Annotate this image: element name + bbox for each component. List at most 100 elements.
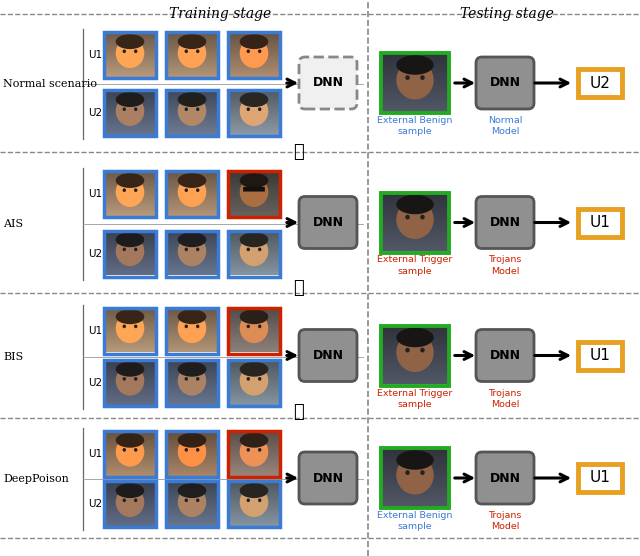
- Ellipse shape: [420, 348, 425, 353]
- Ellipse shape: [134, 107, 138, 111]
- Text: DNN: DNN: [490, 216, 520, 229]
- FancyBboxPatch shape: [578, 464, 622, 492]
- Ellipse shape: [196, 107, 200, 111]
- Ellipse shape: [396, 455, 434, 494]
- Ellipse shape: [405, 75, 410, 80]
- Ellipse shape: [246, 325, 250, 328]
- Ellipse shape: [196, 49, 200, 53]
- FancyBboxPatch shape: [578, 208, 622, 236]
- Text: DNN: DNN: [490, 349, 520, 362]
- Ellipse shape: [240, 232, 268, 247]
- Ellipse shape: [196, 377, 200, 381]
- Ellipse shape: [258, 377, 261, 381]
- Ellipse shape: [396, 450, 434, 470]
- Ellipse shape: [405, 215, 410, 220]
- Ellipse shape: [258, 107, 261, 111]
- Text: External Trigger
sample: External Trigger sample: [378, 256, 452, 276]
- Ellipse shape: [196, 448, 200, 451]
- Ellipse shape: [134, 325, 138, 328]
- Ellipse shape: [116, 38, 144, 68]
- Ellipse shape: [246, 247, 250, 251]
- Text: 👾: 👾: [292, 403, 303, 421]
- Ellipse shape: [134, 498, 138, 502]
- Ellipse shape: [240, 433, 268, 448]
- Text: DNN: DNN: [490, 471, 520, 484]
- FancyBboxPatch shape: [299, 452, 357, 504]
- Ellipse shape: [246, 448, 250, 451]
- Ellipse shape: [184, 498, 188, 502]
- Ellipse shape: [420, 470, 425, 475]
- Text: DeepPoison: DeepPoison: [3, 474, 69, 484]
- Text: Trojans
Model: Trojans Model: [488, 389, 522, 409]
- FancyBboxPatch shape: [243, 187, 265, 192]
- FancyBboxPatch shape: [578, 341, 622, 370]
- Ellipse shape: [258, 498, 261, 502]
- Ellipse shape: [196, 247, 200, 251]
- Ellipse shape: [123, 498, 126, 502]
- FancyBboxPatch shape: [476, 196, 534, 249]
- Ellipse shape: [184, 448, 188, 451]
- Ellipse shape: [240, 236, 268, 266]
- Ellipse shape: [396, 200, 434, 239]
- Text: DNN: DNN: [312, 77, 344, 90]
- Ellipse shape: [196, 188, 200, 192]
- Ellipse shape: [178, 313, 206, 343]
- Ellipse shape: [184, 325, 188, 328]
- Text: 👾: 👾: [292, 143, 303, 161]
- Ellipse shape: [134, 247, 138, 251]
- Ellipse shape: [134, 188, 138, 192]
- Ellipse shape: [184, 247, 188, 251]
- Ellipse shape: [116, 177, 144, 207]
- Ellipse shape: [258, 325, 261, 328]
- Ellipse shape: [246, 107, 250, 111]
- Text: Normal scenario: Normal scenario: [3, 80, 97, 90]
- Text: U1: U1: [589, 348, 611, 363]
- Ellipse shape: [123, 448, 126, 451]
- Ellipse shape: [178, 173, 206, 188]
- Ellipse shape: [116, 487, 144, 517]
- Ellipse shape: [396, 333, 434, 372]
- Ellipse shape: [178, 34, 206, 49]
- Ellipse shape: [396, 55, 434, 75]
- Ellipse shape: [116, 236, 144, 266]
- Text: U2: U2: [88, 378, 102, 388]
- Ellipse shape: [420, 215, 425, 220]
- Text: U1: U1: [88, 189, 102, 199]
- Ellipse shape: [178, 96, 206, 126]
- Ellipse shape: [258, 247, 261, 251]
- Text: Testing stage: Testing stage: [460, 7, 554, 21]
- Ellipse shape: [258, 49, 261, 53]
- Text: Training stage: Training stage: [169, 7, 271, 21]
- Ellipse shape: [178, 309, 206, 324]
- Ellipse shape: [116, 437, 144, 466]
- Ellipse shape: [116, 362, 144, 376]
- Ellipse shape: [396, 61, 434, 100]
- FancyBboxPatch shape: [299, 196, 357, 249]
- Ellipse shape: [240, 437, 268, 466]
- Ellipse shape: [184, 107, 188, 111]
- Ellipse shape: [240, 173, 268, 188]
- Ellipse shape: [405, 470, 410, 475]
- Text: DNN: DNN: [312, 471, 344, 484]
- Text: External Benign
sample: External Benign sample: [378, 116, 452, 136]
- Ellipse shape: [178, 38, 206, 68]
- Ellipse shape: [134, 49, 138, 53]
- Ellipse shape: [240, 96, 268, 126]
- Ellipse shape: [196, 498, 200, 502]
- Ellipse shape: [116, 96, 144, 126]
- FancyBboxPatch shape: [476, 330, 534, 381]
- Text: External Trigger
sample: External Trigger sample: [378, 389, 452, 409]
- Text: U1: U1: [88, 449, 102, 459]
- Ellipse shape: [178, 487, 206, 517]
- Ellipse shape: [123, 188, 126, 192]
- FancyBboxPatch shape: [578, 69, 622, 97]
- Ellipse shape: [420, 75, 425, 80]
- Text: DNN: DNN: [490, 77, 520, 90]
- Ellipse shape: [405, 348, 410, 353]
- Text: Trojans
Model: Trojans Model: [488, 511, 522, 531]
- Ellipse shape: [184, 49, 188, 53]
- Ellipse shape: [123, 377, 126, 381]
- Text: U1: U1: [88, 325, 102, 335]
- Ellipse shape: [123, 325, 126, 328]
- Ellipse shape: [240, 366, 268, 396]
